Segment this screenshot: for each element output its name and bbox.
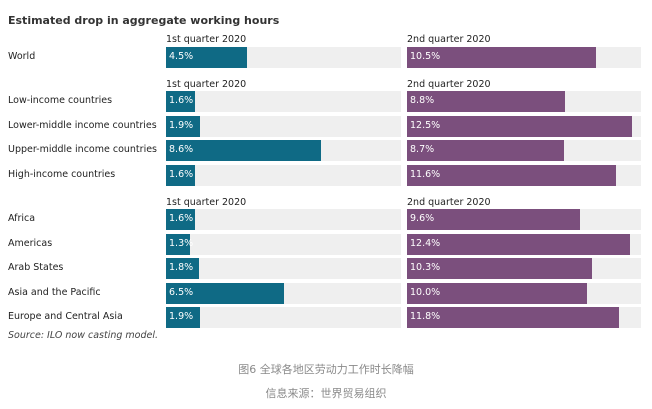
bar-track: 11.8% (407, 307, 641, 328)
category-label: Lower-middle income countries (8, 119, 157, 131)
bar-track: 10.3% (407, 258, 641, 279)
chart-title: Estimated drop in aggregate working hour… (8, 14, 280, 27)
data-label: 10.5% (410, 51, 441, 62)
q2-bar (407, 140, 564, 161)
category-label: High-income countries (8, 168, 116, 180)
data-label: 8.8% (410, 95, 435, 106)
category-label: Europe and Central Asia (8, 311, 123, 322)
data-label: 1.8% (169, 262, 194, 273)
q1-bar (166, 47, 248, 68)
bar-track: 1.6% (166, 91, 401, 112)
series-header: 2nd quarter 2020 (407, 197, 491, 208)
data-label: 9.6% (410, 213, 435, 224)
data-label: 6.5% (169, 286, 194, 298)
series-header: 2nd quarter 2020 (407, 34, 491, 45)
q1-bar (166, 258, 199, 279)
data-label: 1.6% (169, 168, 194, 180)
data-label: 12.4% (410, 237, 441, 249)
series-header: 1st quarter 2020 (166, 34, 247, 45)
category-label: Americas (8, 237, 53, 249)
series-header: 1st quarter 2020 (166, 79, 247, 90)
q2-bar (407, 258, 593, 279)
bar-track: 12.5% (407, 115, 641, 137)
category-label: Africa (8, 213, 36, 224)
bar-track: 8.6% (166, 140, 401, 161)
q1-bar (166, 164, 195, 186)
figure-caption: 图6 全球各地区劳动力工作时长降幅 (238, 363, 414, 376)
bar-track: 1.6% (166, 209, 401, 230)
data-label: 12.5% (410, 119, 441, 131)
series-header: 1st quarter 2020 (166, 197, 247, 208)
bar-track: 4.5% (166, 47, 401, 68)
q2-bar (407, 209, 580, 230)
series-header: 2nd quarter 2020 (407, 79, 491, 90)
data-label: 1.9% (169, 119, 194, 131)
q1-bar (166, 140, 322, 161)
data-label: 1.6% (169, 213, 194, 224)
category-label: Low-income countries (8, 95, 113, 106)
q1-bar (166, 209, 195, 230)
q2-bar (407, 282, 587, 304)
bar-track: 10.5% (407, 47, 641, 68)
q2-bar (407, 47, 596, 68)
category-label: Asia and the Pacific (8, 286, 101, 298)
bar-track: 10.0% (407, 282, 641, 304)
bar-track: 1.8% (166, 258, 401, 279)
q1-bar (166, 233, 190, 255)
bar-track: 12.4% (407, 233, 641, 255)
q2-bar (407, 91, 566, 112)
bar-track: 9.6% (407, 209, 641, 230)
data-label: 11.6% (410, 168, 441, 180)
bar-track: 8.7% (407, 140, 641, 161)
data-label: 1.6% (169, 95, 194, 106)
q2-bar (407, 307, 620, 328)
data-label: 10.0% (410, 286, 441, 298)
data-label: 1.9% (169, 311, 194, 322)
category-label: Upper-middle income countries (8, 144, 157, 155)
data-label: 10.3% (410, 262, 441, 273)
data-label: 11.8% (410, 311, 441, 322)
source-caption: 信息来源：世界贸易组织 (265, 387, 387, 400)
q1-bar (166, 115, 201, 137)
data-label: 8.6% (169, 144, 194, 155)
bar-track: 1.6% (166, 164, 401, 186)
bar-track: 1.9% (166, 307, 401, 328)
q1-bar (166, 307, 201, 328)
q1-bar (166, 282, 284, 304)
bar-track: 11.6% (407, 164, 641, 186)
q2-bar (407, 115, 632, 137)
q2-bar (407, 164, 616, 186)
q2-bar (407, 233, 631, 255)
category-label: World (8, 51, 36, 62)
data-label: 1.3% (169, 237, 194, 249)
category-label: Arab States (8, 262, 64, 273)
bar-track: 1.9% (166, 115, 401, 137)
bar-track: 1.3% (166, 233, 401, 255)
bar-track: 6.5% (166, 282, 401, 304)
data-label: 8.7% (410, 144, 435, 155)
data-label: 4.5% (169, 51, 194, 62)
bar-track: 8.8% (407, 91, 641, 112)
q1-bar (166, 91, 195, 112)
source-note: Source: ILO now casting model. (8, 330, 159, 341)
